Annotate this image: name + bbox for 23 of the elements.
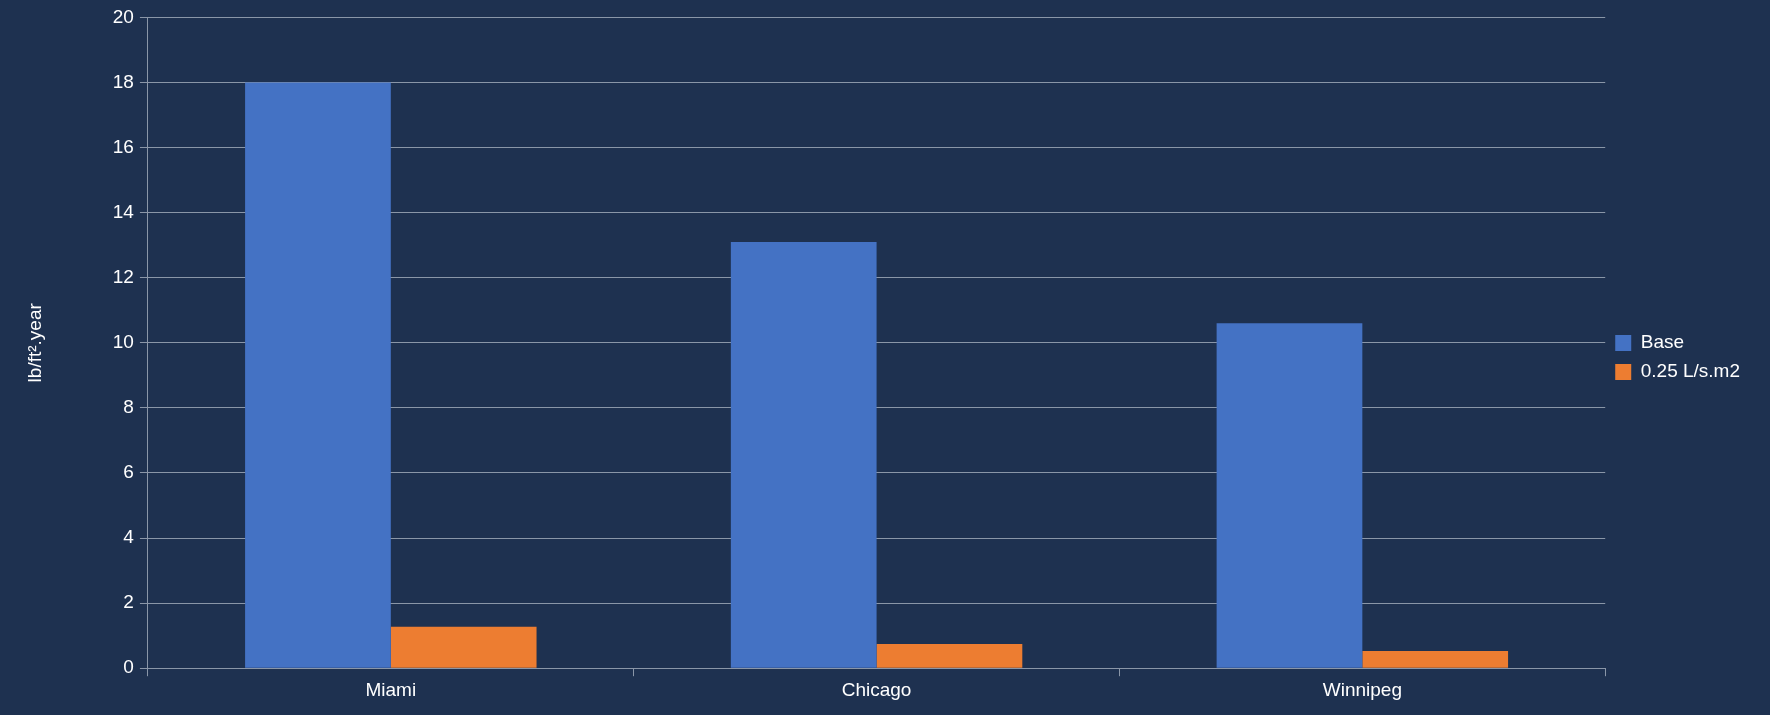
y-axis-title: lb/ft².year — [23, 302, 45, 383]
y-tick-label: 16 — [112, 135, 134, 157]
bar — [245, 82, 391, 668]
bar — [876, 644, 1023, 668]
x-tick-label: Winnipeg — [1322, 678, 1402, 700]
y-tick-label: 6 — [123, 461, 134, 483]
y-tick-label: 14 — [112, 200, 135, 222]
y-tick-label: 20 — [112, 5, 134, 27]
bar — [390, 626, 537, 668]
y-tick-label: 12 — [112, 265, 134, 287]
y-tick-label: 4 — [123, 526, 135, 548]
y-tick-label: 18 — [112, 70, 134, 92]
y-tick-label: 0 — [123, 656, 134, 678]
legend-label: Base — [1640, 331, 1685, 353]
bar — [1362, 650, 1509, 668]
y-tick-label: 8 — [123, 396, 134, 418]
y-tick-label: 2 — [123, 591, 134, 613]
legend-label: 0.25 L/s.m2 — [1640, 360, 1740, 382]
y-tick-label: 10 — [112, 331, 134, 353]
x-tick-label: Miami — [365, 678, 417, 700]
x-tick-label: Chicago — [841, 678, 912, 700]
bar — [730, 241, 877, 668]
bar — [1216, 323, 1363, 668]
